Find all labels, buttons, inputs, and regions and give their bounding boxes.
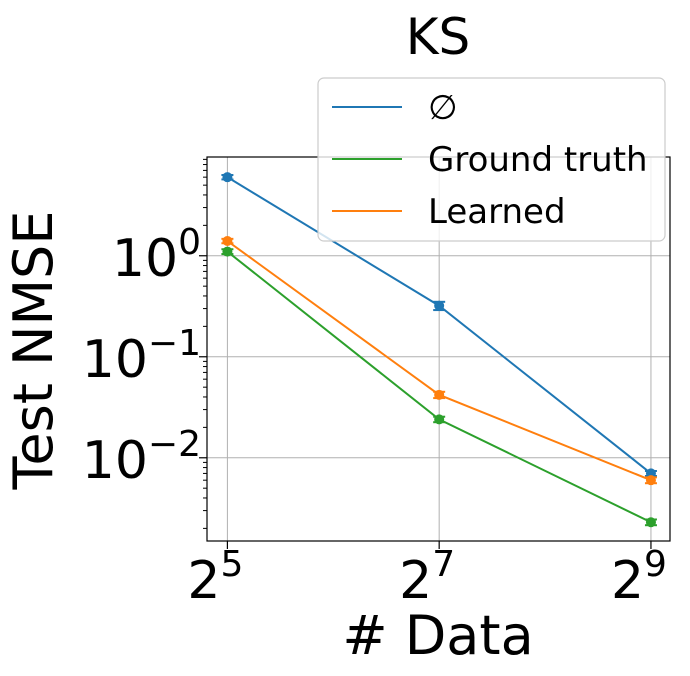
legend-label-1: Ground truth: [428, 140, 648, 180]
data-point: [434, 414, 445, 425]
data-point: [434, 300, 445, 311]
x-tick-label: 29: [611, 544, 667, 611]
chart-title: KS: [406, 8, 471, 66]
y-axis-ticks: 100 10−1 10−2: [82, 158, 207, 529]
legend-box: [317, 77, 666, 242]
y-tick-label: 100: [112, 222, 201, 289]
data-point: [434, 389, 445, 400]
legend: ∅ Ground truth Learned: [317, 77, 666, 242]
data-point: [222, 246, 233, 257]
y-axis-label: Test NMSE: [2, 211, 65, 491]
data-point: [222, 235, 233, 246]
data-point: [645, 475, 656, 486]
x-axis-label: # Data: [342, 604, 533, 667]
x-tick-label: 27: [399, 544, 455, 611]
x-tick-label: 25: [187, 544, 243, 611]
data-point: [222, 172, 233, 183]
x-axis-ticks: 25 27 29: [187, 541, 667, 611]
series-layer: [221, 172, 657, 528]
y-tick-label: 10−2: [82, 424, 201, 491]
legend-label-0: ∅: [428, 88, 458, 128]
legend-label-2: Learned: [428, 192, 566, 232]
y-tick-label: 10−1: [82, 323, 201, 390]
data-point: [645, 517, 656, 528]
